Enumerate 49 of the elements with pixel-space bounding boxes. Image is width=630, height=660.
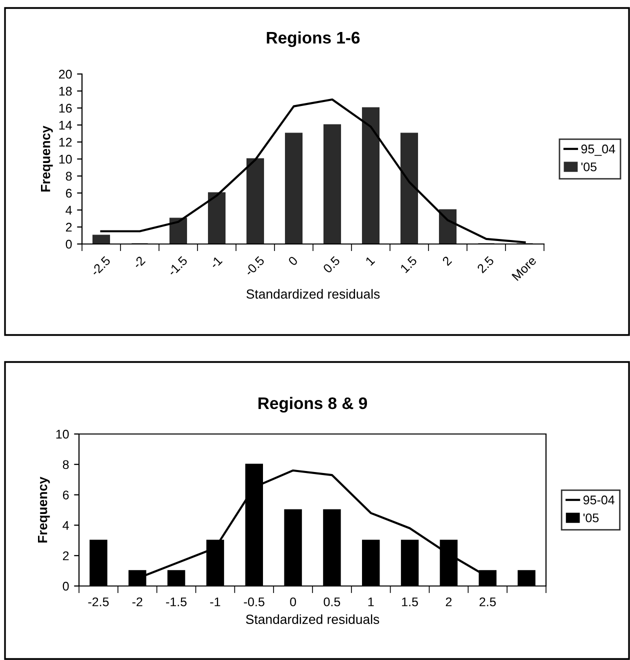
x-tick-label: -1 (209, 256, 223, 269)
y-tick-label: 14 (59, 120, 72, 130)
x-axis-title: Standardized residuals (246, 614, 380, 624)
x-tick-label: 2 (446, 597, 452, 606)
y-tick-label: 12 (59, 138, 72, 147)
y-tick-label: 6 (62, 490, 69, 500)
x-tick-label: -2.5 (88, 597, 109, 606)
x-tick-label: -0.5 (244, 597, 264, 606)
y-tick-label: 8 (66, 172, 72, 181)
y-tick-label: 10 (59, 154, 72, 164)
x-tick-label: -0.5 (244, 256, 265, 276)
x-tick-label: 0 (288, 256, 298, 266)
y-tick-label: 8 (62, 460, 69, 470)
y-tick-label: 0 (62, 582, 69, 591)
x-axis-title: Standardized residuals (246, 289, 380, 299)
y-tick-label: 10 (56, 430, 69, 439)
y-axis-title: Frequency (41, 126, 53, 192)
legend-label: '05 (583, 513, 599, 522)
x-tick-label: 0.5 (322, 256, 340, 274)
y-tick-label: 4 (62, 521, 69, 530)
x-tick-label: 0 (290, 597, 296, 606)
x-tick-label: -1.5 (166, 598, 187, 606)
y-tick-label: 2 (66, 222, 72, 232)
x-tick-label: -2.5 (90, 256, 111, 276)
legend-label: '05 (581, 162, 597, 172)
x-tick-label: 1 (365, 256, 376, 266)
x-tick-label: 1.5 (402, 598, 418, 606)
y-tick-label: 6 (66, 188, 72, 198)
x-tick-label: -1.5 (167, 256, 188, 276)
x-tick-label: -2 (132, 256, 146, 269)
x-tick-label: 2.5 (476, 256, 494, 274)
x-tick-label: -2 (132, 597, 142, 606)
chart-title: Regions 1-6 (266, 31, 360, 47)
x-tick-label: 1 (368, 598, 374, 606)
legend-label: 95_04 (581, 144, 616, 156)
y-tick-label: 18 (59, 86, 72, 96)
y-tick-label: 16 (59, 104, 72, 113)
y-tick-label: 4 (66, 206, 72, 215)
x-tick-label: 2 (442, 256, 452, 266)
x-tick-label: 1.5 (400, 256, 418, 274)
chart-title: Regions 8 & 9 (258, 396, 367, 413)
y-tick-label: 2 (62, 551, 69, 560)
y-tick-label: 0 (66, 240, 72, 249)
y-tick-label: 20 (59, 70, 72, 79)
y-axis-title: Frequency (38, 476, 50, 542)
legend-label: 95-04 (583, 496, 614, 504)
x-tick-label: -1 (210, 598, 220, 606)
x-tick-label: 2.5 (480, 597, 496, 606)
x-tick-label: 0.5 (324, 597, 340, 606)
